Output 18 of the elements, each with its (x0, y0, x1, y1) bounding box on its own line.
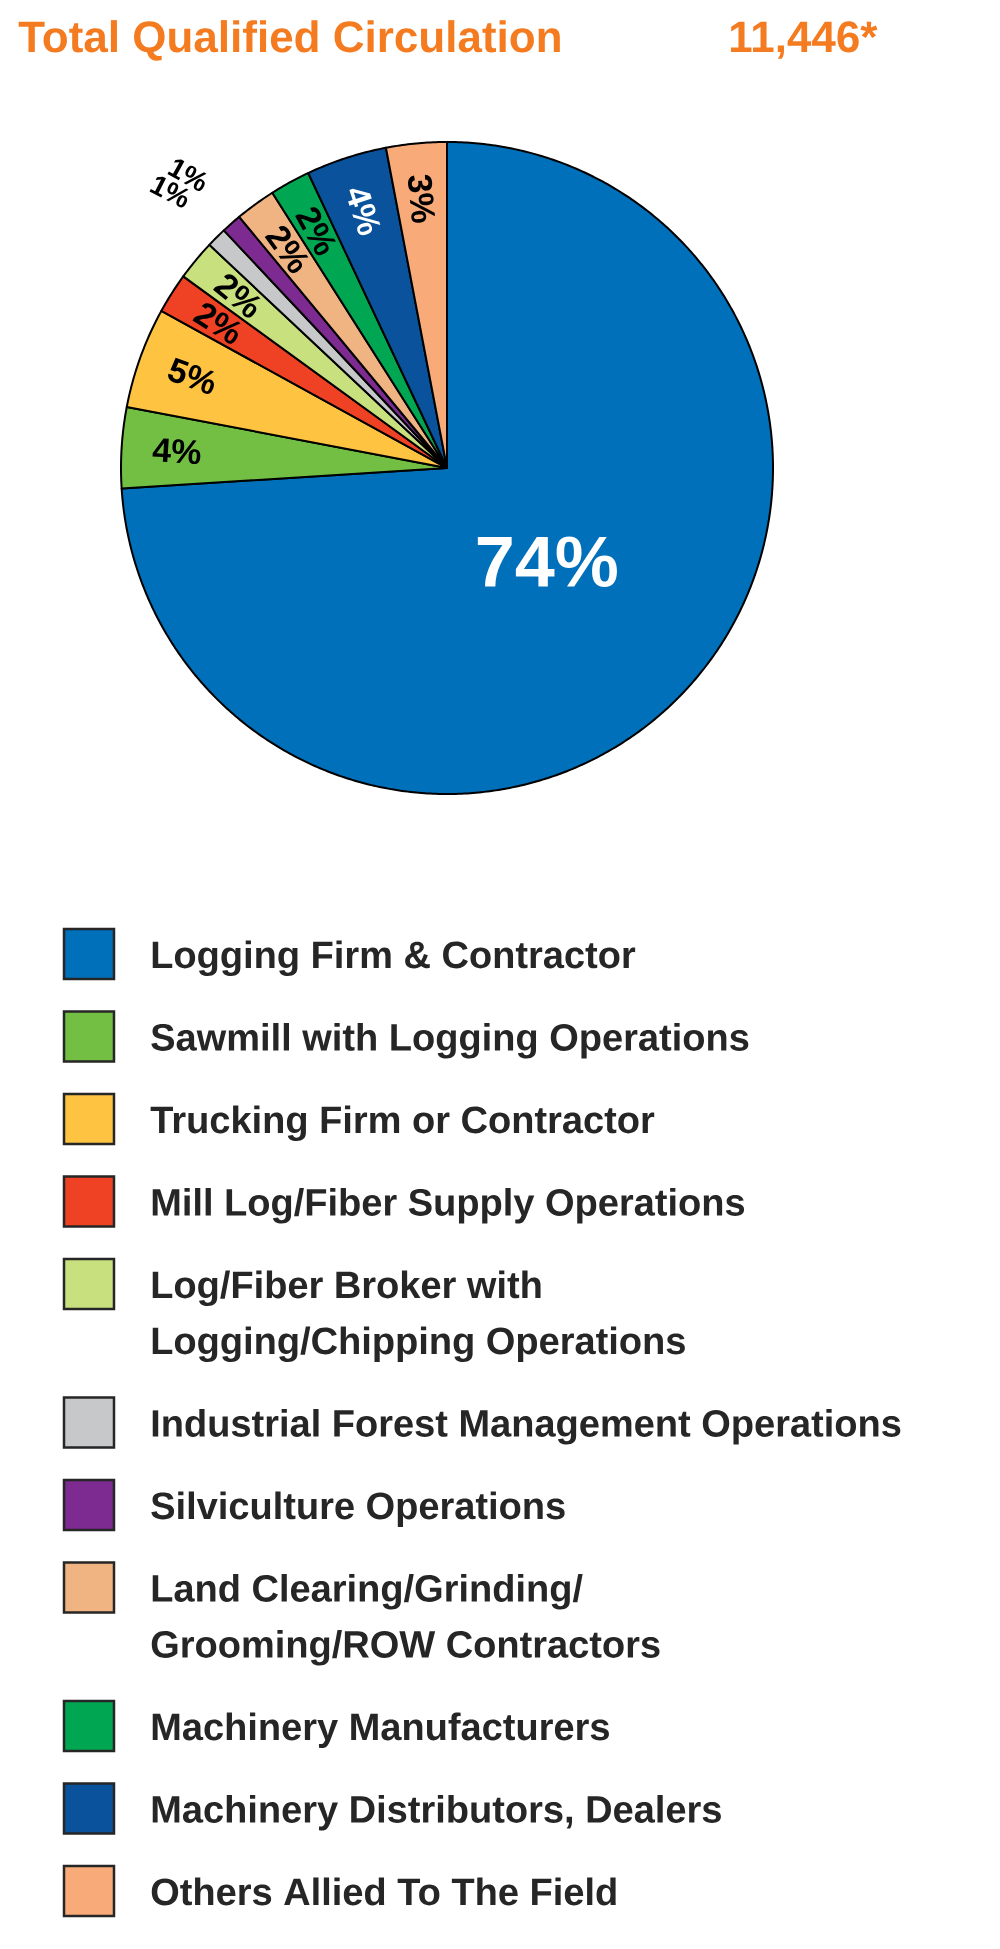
data-label: 5% (168, 357, 215, 395)
legend-label: Silviculture Operations (151, 1491, 565, 1527)
chart-subtitle: 11,446* (730, 21, 878, 59)
data-label: 4% (152, 438, 201, 465)
legend-label: Machinery Distributors, Dealers (152, 1794, 721, 1831)
legend-label: Industrial Forest Management Operations (152, 1408, 901, 1445)
legend-label: Machinery Manufacturers (152, 1712, 609, 1748)
legend-label: Land Clearing/Grinding/ Grooming/ROW Contractors (151, 1573, 660, 1666)
legend-label: Log/Fiber Broker with Logging/Chipping Operations (152, 1270, 685, 1363)
data-label: 4% (348, 188, 381, 236)
legend-label: Others Allied To The Field (151, 1877, 616, 1906)
chart-title: Total Qualified Circulation (18, 20, 560, 61)
data-label: 3% (408, 174, 435, 223)
legend-label: Trucking Firm or Contractor (150, 1105, 655, 1142)
data-label: 74% (477, 536, 617, 588)
legend-label: Mill Log/Fiber Supply Operations (152, 1187, 745, 1224)
legend-label: Logging Firm & Contractor (152, 940, 636, 977)
legend-label: Sawmill with Logging Operations (151, 1022, 749, 1059)
